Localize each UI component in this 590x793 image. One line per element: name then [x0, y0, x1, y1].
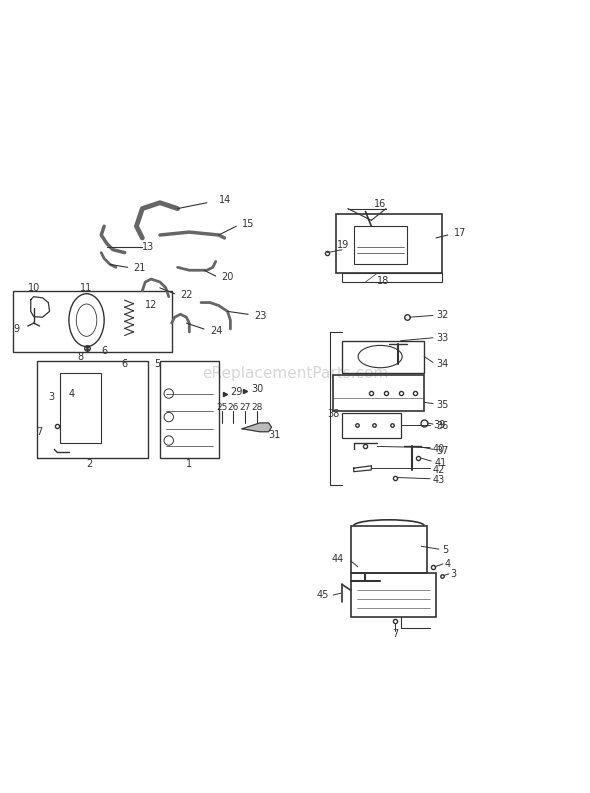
Text: 19: 19 — [337, 240, 349, 250]
Text: 1: 1 — [186, 459, 192, 469]
Text: 11: 11 — [80, 283, 93, 293]
Bar — [160, 362, 219, 458]
Text: 24: 24 — [210, 326, 222, 335]
Text: 42: 42 — [433, 465, 445, 475]
Text: 18: 18 — [377, 276, 389, 285]
Text: 3: 3 — [48, 392, 54, 401]
Bar — [336, 214, 442, 273]
Text: 4: 4 — [69, 389, 75, 399]
Text: 14: 14 — [219, 195, 231, 205]
Text: 6: 6 — [122, 359, 128, 370]
Text: 29: 29 — [231, 387, 242, 396]
Bar — [354, 226, 407, 264]
Text: 12: 12 — [145, 301, 158, 311]
Bar — [37, 362, 148, 458]
Text: 2: 2 — [86, 459, 93, 469]
Text: 5: 5 — [154, 359, 160, 370]
Text: 38: 38 — [327, 409, 340, 419]
Polygon shape — [242, 423, 271, 431]
Text: 22: 22 — [181, 290, 193, 301]
Bar — [351, 526, 427, 573]
Text: 30: 30 — [251, 384, 263, 394]
Bar — [351, 573, 436, 617]
Bar — [342, 341, 424, 373]
Text: 35: 35 — [436, 400, 448, 410]
Text: 16: 16 — [374, 199, 386, 209]
Text: 36: 36 — [436, 421, 448, 431]
Text: 20: 20 — [222, 272, 234, 282]
Text: 3: 3 — [451, 569, 457, 579]
Text: 34: 34 — [436, 359, 448, 370]
Text: 6: 6 — [101, 346, 107, 356]
Text: 40: 40 — [433, 444, 445, 454]
Text: 7: 7 — [392, 630, 398, 639]
Text: 37: 37 — [436, 446, 448, 456]
Text: 23: 23 — [254, 311, 266, 321]
Bar — [342, 273, 442, 282]
Text: 4: 4 — [445, 559, 451, 569]
Text: 31: 31 — [268, 430, 281, 439]
Text: 32: 32 — [436, 311, 448, 320]
Text: 25: 25 — [216, 403, 227, 412]
Bar — [13, 291, 172, 352]
Text: 7: 7 — [37, 427, 42, 437]
Text: 33: 33 — [436, 333, 448, 343]
Text: 8: 8 — [78, 351, 84, 362]
Text: 26: 26 — [228, 403, 239, 412]
Text: 17: 17 — [454, 228, 466, 238]
Text: 39: 39 — [433, 420, 445, 431]
Text: 44: 44 — [332, 554, 344, 564]
Text: 15: 15 — [242, 220, 254, 229]
Bar — [60, 373, 101, 443]
Text: 10: 10 — [28, 283, 40, 293]
Bar — [333, 375, 424, 412]
Text: 21: 21 — [133, 263, 146, 274]
Text: 45: 45 — [317, 590, 329, 600]
Text: 43: 43 — [433, 476, 445, 485]
Text: eReplacementParts.com: eReplacementParts.com — [202, 366, 388, 381]
Text: 5: 5 — [442, 546, 448, 555]
Text: 28: 28 — [251, 403, 263, 412]
Bar — [342, 413, 401, 438]
Text: 9: 9 — [13, 324, 19, 334]
Text: 13: 13 — [142, 242, 155, 251]
Text: 41: 41 — [434, 458, 447, 468]
Text: 27: 27 — [240, 403, 251, 412]
